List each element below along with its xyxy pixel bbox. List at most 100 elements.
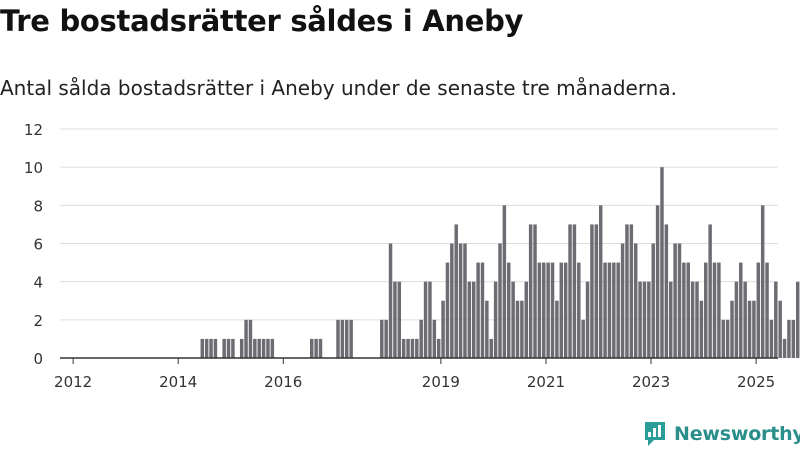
bar [590, 224, 594, 358]
bar [699, 300, 704, 358]
bar [393, 281, 397, 358]
brand-name: Newsworthy [674, 423, 800, 445]
bar [419, 319, 423, 358]
bar [515, 300, 520, 358]
bar [542, 262, 546, 358]
bar [787, 319, 791, 358]
bar [682, 262, 686, 358]
bar [782, 338, 787, 358]
chart-title: Tre bostadsrätter såldes i Aneby [0, 4, 524, 38]
bar [239, 338, 244, 358]
bar [686, 262, 690, 358]
bar [498, 243, 502, 358]
bar [384, 319, 388, 358]
bar [603, 262, 607, 358]
bar [774, 281, 778, 358]
y-tick-label: 0 [33, 350, 43, 368]
bar [572, 224, 577, 358]
bar [261, 338, 266, 358]
bar [612, 262, 616, 358]
bar [458, 243, 463, 358]
bar [340, 319, 345, 358]
bar [577, 262, 581, 358]
bar [441, 300, 445, 358]
bar [480, 262, 485, 358]
x-tick-label: 2025 [737, 373, 775, 391]
bar [314, 338, 318, 358]
bar [257, 338, 261, 358]
bar [380, 319, 384, 358]
y-tick-label: 8 [33, 197, 43, 215]
bar [695, 281, 699, 358]
bar [528, 224, 533, 358]
bar [204, 338, 209, 358]
brand-logo: Newsworthy [643, 418, 800, 450]
bar [423, 281, 428, 358]
bar [213, 338, 218, 358]
bar [493, 281, 498, 358]
bar [388, 243, 393, 358]
bar [765, 262, 769, 358]
bar [598, 205, 603, 358]
y-tick-label: 10 [24, 159, 43, 177]
bar [401, 338, 406, 358]
bar [209, 338, 213, 358]
bar [555, 300, 559, 358]
bar [507, 262, 511, 358]
bar [270, 338, 275, 358]
bar [712, 262, 717, 358]
bar [585, 281, 590, 358]
bar [607, 262, 612, 358]
x-tick-label: 2019 [422, 373, 460, 391]
bar [791, 319, 796, 358]
bar [415, 338, 419, 358]
bar [668, 281, 673, 358]
bar [704, 262, 708, 358]
bar [673, 243, 677, 358]
bar [436, 338, 441, 358]
bar [638, 281, 642, 358]
bar [450, 243, 454, 358]
x-tick-label: 2016 [264, 373, 302, 391]
bar [642, 281, 647, 358]
bar [625, 224, 629, 358]
bar [485, 300, 489, 358]
bar [563, 262, 568, 358]
bar [546, 262, 550, 358]
bar [533, 224, 537, 358]
bar [266, 338, 270, 358]
bar [633, 243, 638, 358]
bar [629, 224, 634, 358]
y-axis-ticks: 0 2 4 6 8 10 12 [24, 121, 43, 368]
bar [226, 338, 231, 358]
bar [559, 262, 564, 358]
bar [397, 281, 402, 358]
bar [445, 262, 450, 358]
bar [345, 319, 349, 358]
bar [760, 205, 765, 358]
y-tick-label: 12 [24, 121, 43, 139]
bar [739, 262, 743, 358]
bar [309, 338, 314, 358]
bar [677, 243, 682, 358]
bar [550, 262, 555, 358]
bar [660, 167, 664, 358]
y-tick-label: 2 [33, 312, 43, 330]
bar [620, 243, 625, 358]
bar [795, 281, 800, 358]
bar [454, 224, 458, 358]
chart-subtitle: Antal sålda bostadsrätter i Aneby under … [0, 76, 677, 100]
bar [708, 224, 712, 358]
bar [743, 281, 747, 358]
bar [651, 243, 655, 358]
bar [717, 262, 721, 358]
bar [756, 262, 761, 358]
bar [349, 319, 353, 358]
bar [747, 300, 752, 358]
x-tick-label: 2023 [632, 373, 670, 391]
bar [769, 319, 774, 358]
bar [594, 224, 599, 358]
newsworthy-logo-icon [645, 422, 665, 446]
bar [511, 281, 515, 358]
x-tick-label: 2021 [527, 373, 565, 391]
